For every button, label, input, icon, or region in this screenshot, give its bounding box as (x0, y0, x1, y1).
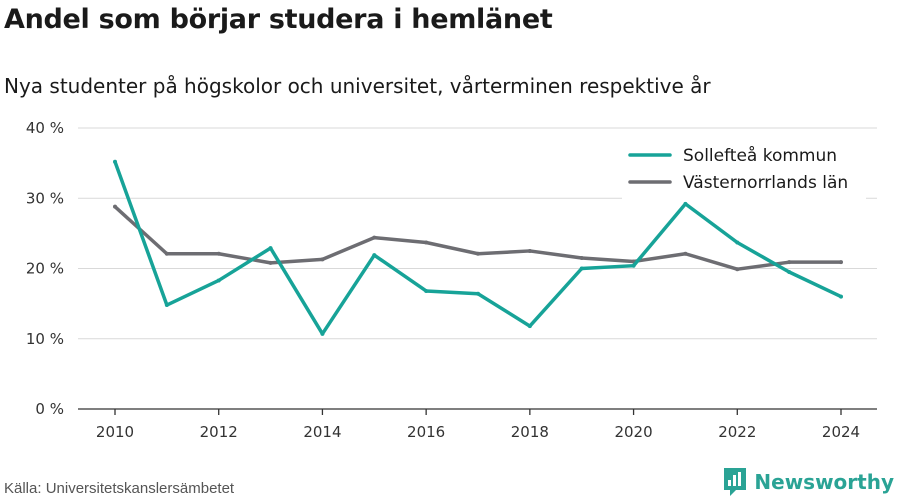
x-tick-label: 2012 (200, 423, 238, 441)
chart-subtitle: Nya studenter på högskolor och universit… (4, 74, 711, 98)
data-point (372, 253, 377, 258)
data-point (683, 201, 688, 206)
legend-background (622, 139, 866, 201)
data-point (320, 331, 325, 336)
x-tick-label: 2024 (822, 423, 860, 441)
legend-label: Sollefteå kommun (683, 145, 837, 166)
data-point (424, 240, 429, 245)
newsworthy-logo-icon (724, 468, 747, 496)
data-point (527, 324, 532, 329)
data-point (683, 251, 688, 256)
x-tick-label: 2016 (407, 423, 445, 441)
x-tick-label: 2020 (614, 423, 652, 441)
data-point (579, 266, 584, 271)
y-tick-label: 40 % (26, 119, 64, 137)
newsworthy-logo[interactable]: Newsworthy (722, 466, 894, 498)
legend: Sollefteå kommun Västernorrlands län (622, 139, 866, 201)
data-point (527, 248, 532, 253)
source-note: Källa: Universitetskanslersämbetet (4, 480, 235, 497)
x-tick-label: 2018 (511, 423, 549, 441)
data-point (476, 291, 480, 296)
data-point (839, 260, 843, 265)
x-tick-label: 2014 (303, 423, 341, 441)
data-point (372, 235, 377, 240)
data-point (839, 294, 843, 299)
data-point (735, 240, 740, 245)
series-lines (113, 159, 843, 336)
data-point (631, 263, 636, 268)
data-point (787, 270, 792, 275)
data-point (164, 303, 169, 308)
data-point (268, 260, 273, 265)
data-point (113, 159, 117, 164)
data-point (216, 251, 221, 256)
data-point (164, 251, 169, 256)
data-point (735, 267, 740, 272)
chart-title: Andel som börjar studera i hemlänet (4, 4, 553, 35)
y-axis-ticks: 0 % 10 % 20 % 30 % 40 % (26, 119, 64, 418)
data-point (268, 246, 273, 251)
data-point (216, 278, 221, 283)
x-axis: 2010 2012 2014 2016 2018 2020 2022 2024 (78, 408, 877, 441)
x-tick-label: 2010 (96, 423, 134, 441)
data-point (579, 255, 584, 260)
y-tick-label: 10 % (26, 330, 64, 348)
data-point (787, 260, 792, 265)
data-point (320, 257, 325, 262)
data-point (424, 288, 429, 293)
brand-name: Newsworthy (754, 470, 894, 494)
y-tick-label: 20 % (26, 260, 64, 278)
legend-label: Västernorrlands län (683, 173, 848, 193)
y-tick-label: 0 % (35, 400, 64, 418)
data-point (113, 204, 117, 209)
y-tick-label: 30 % (26, 189, 64, 207)
line-chart: 0 % 10 % 20 % 30 % 40 % 2010 2012 2014 2016 2018… (26, 119, 877, 441)
x-tick-label: 2022 (718, 423, 756, 441)
data-point (476, 251, 480, 256)
